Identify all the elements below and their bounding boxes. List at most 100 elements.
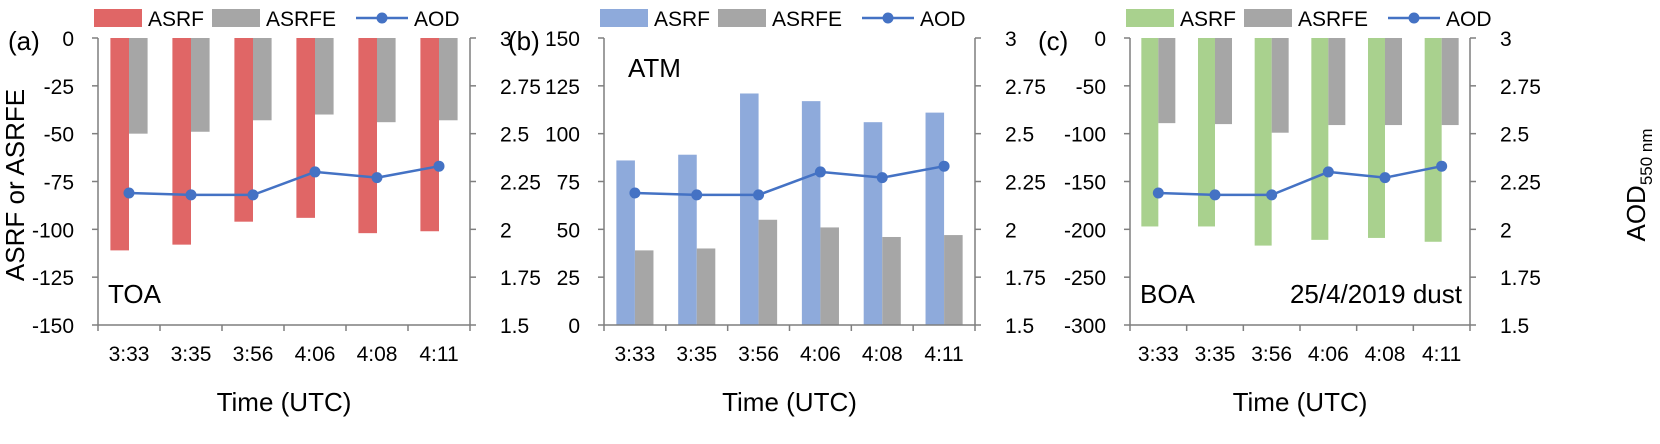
bar-asrfe <box>634 250 654 325</box>
panel-annotation-date: 25/4/2019 dust <box>1290 279 1463 309</box>
bar-asrfe <box>1271 38 1289 133</box>
right-tick-label: 3 <box>1500 28 1512 51</box>
aod-point <box>309 166 321 178</box>
panel-annotation: BOA <box>1140 279 1196 309</box>
bar-asrf <box>1254 38 1272 246</box>
x-tick-label: 3:33 <box>1138 343 1179 366</box>
bar-asrfe <box>1158 38 1176 124</box>
bar-asrfe <box>820 227 839 325</box>
aod-point <box>371 172 383 184</box>
right-tick-label: 2.5 <box>1500 124 1529 147</box>
bar-asrf <box>925 112 945 326</box>
left-tick-label: -125 <box>32 267 74 290</box>
panel-label: (b) <box>508 26 540 56</box>
right-tick-label: 2.25 <box>500 172 541 195</box>
right-tick-label: 2 <box>1005 219 1017 242</box>
legend-label-aod: AOD <box>414 8 460 31</box>
bar-asrfe <box>439 38 458 121</box>
legend-swatch-aod-marker <box>1408 12 1420 24</box>
x-tick-label: 3:56 <box>1251 343 1292 366</box>
aod-point <box>753 189 765 201</box>
panel-annotation: TOA <box>108 279 162 309</box>
legend-swatch-asrfe <box>1244 9 1292 27</box>
bar-asrf <box>1368 38 1385 238</box>
legend-label-asrf: ASRF <box>1180 8 1236 31</box>
bar-asrf <box>296 38 315 218</box>
aod-point <box>247 189 259 201</box>
x-tick-label: 3:56 <box>233 343 274 366</box>
left-tick-label: -75 <box>44 172 74 195</box>
x-tick-label: 4:08 <box>1365 343 1406 366</box>
bar-asrf <box>1198 38 1215 227</box>
legend-swatch-aod-marker <box>882 12 894 24</box>
aod-line <box>634 164 945 197</box>
aod-point <box>185 189 197 201</box>
bar-asrfe <box>882 236 901 325</box>
right-axis-title: AOD550 nm <box>1621 128 1656 241</box>
panel-a: (a) 0 -25 -50 -75 -100 -125 -150 3 2.75 2.5 2.25 2 1.… <box>8 8 541 417</box>
x-tick-label: 3:35 <box>1195 343 1236 366</box>
bar-asrf <box>801 101 821 325</box>
legend-swatch-asrfe <box>718 9 766 27</box>
bar-asrfe <box>758 219 778 325</box>
left-tick-label: -300 <box>1064 315 1106 338</box>
x-tick-label: 3:35 <box>676 343 717 366</box>
panel-c: (c) 0 -50 -100 -150 -200 -250 -300 3 2.75 2.5 2.25 2… <box>1038 8 1541 417</box>
bar-asrf <box>358 38 377 234</box>
right-tick-label: 2 <box>1500 219 1512 242</box>
x-tick-label: 4:06 <box>295 343 336 366</box>
bar-asrf <box>234 38 253 222</box>
bar-asrfe <box>944 235 963 325</box>
right-tick-label: 2.75 <box>500 76 541 99</box>
x-tick-label: 4:08 <box>862 343 903 366</box>
panel-label: (a) <box>8 26 40 56</box>
right-tick-label: 1.5 <box>500 315 529 338</box>
left-tick-label: -25 <box>44 76 74 99</box>
x-tick-label: 4:11 <box>1422 343 1461 366</box>
bar-asrf <box>1424 38 1442 242</box>
right-tick-label: 2.5 <box>500 124 529 147</box>
bar-asrf <box>420 38 439 232</box>
bar-asrfe <box>191 38 210 132</box>
x-tick-label: 4:11 <box>419 343 458 366</box>
bar-asrfe <box>1441 38 1459 126</box>
bar-asrf <box>1311 38 1329 240</box>
left-tick-label: -250 <box>1064 267 1106 290</box>
bar-asrfe <box>696 248 716 325</box>
panel-b: (b) 150 125 100 75 50 25 0 3 2.75 2.5 2.25 2 1.75 1.5 3… <box>508 8 1046 417</box>
right-axis-title-main: AOD <box>1621 185 1651 241</box>
legend-label-asrfe: ASRFE <box>266 8 336 31</box>
x-axis-title: Time (UTC) <box>217 387 352 417</box>
aod-line <box>128 164 440 197</box>
legend-swatch-aod-marker <box>376 12 388 24</box>
right-tick-label: 2.25 <box>1500 172 1541 195</box>
right-tick-label: 1.75 <box>1500 267 1541 290</box>
bar-asrfe <box>1328 38 1346 126</box>
left-tick-label: 0 <box>1094 28 1106 51</box>
legend-label-asrf: ASRF <box>654 8 710 31</box>
bar-asrfe <box>377 38 396 123</box>
left-tick-label: -150 <box>32 315 74 338</box>
x-tick-label: 3:56 <box>738 343 779 366</box>
aod-point <box>433 160 445 172</box>
legend-swatch-asrfe <box>212 9 260 27</box>
x-axis-title: Time (UTC) <box>1233 387 1368 417</box>
bar-asrf <box>740 93 759 325</box>
x-tick-label: 4:08 <box>357 343 398 366</box>
bar-asrf <box>110 38 129 251</box>
right-tick-label: 1.75 <box>500 267 541 290</box>
right-tick-label: 1.75 <box>1005 267 1046 290</box>
right-tick-label: 2 <box>500 219 512 242</box>
right-axis-title-sub: 550 nm <box>1637 128 1656 185</box>
left-tick-label: -50 <box>44 124 74 147</box>
aod-point <box>1379 172 1391 184</box>
aod-point <box>814 166 826 178</box>
left-tick-label: 125 <box>545 76 580 99</box>
x-tick-label: 4:11 <box>924 343 963 366</box>
x-tick-label: 3:33 <box>109 343 150 366</box>
legend-swatch-asrf <box>94 9 142 27</box>
x-tick-label: 3:35 <box>171 343 212 366</box>
left-tick-label: -50 <box>1076 76 1106 99</box>
x-tick-label: 3:33 <box>614 343 655 366</box>
